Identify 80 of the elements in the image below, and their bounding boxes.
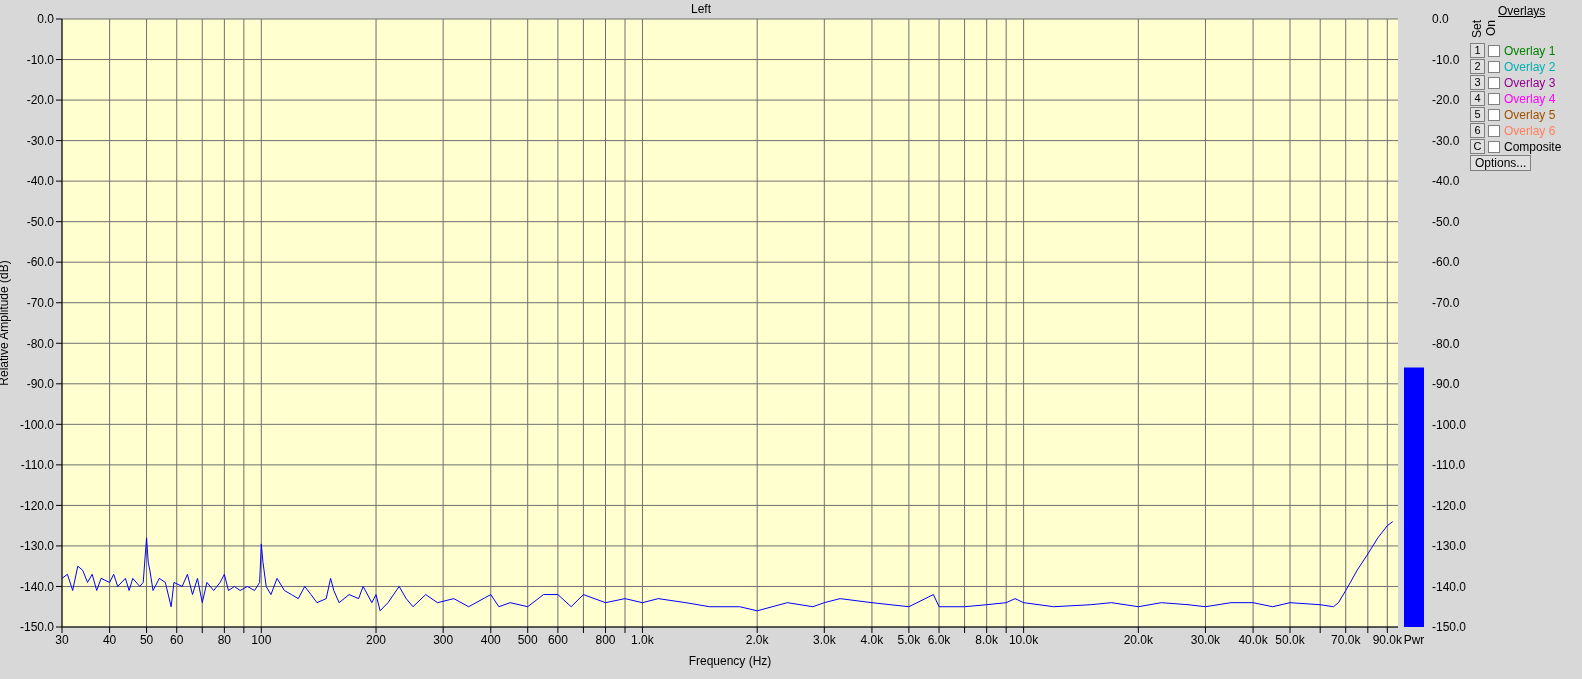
text: Overlay 3 [1504,75,1556,90]
y-tick-label: -40.0 [26,174,55,189]
x-tick-label: 100 [251,632,272,647]
y-tick-label: -50.0 [26,214,55,229]
x-tick-label: 5.0k [897,632,922,647]
text: 5 [1470,107,1485,122]
y-tick-label: -30.0 [26,133,55,148]
y-tick-label: -10.0 [26,52,55,67]
text: 4 [1470,91,1485,106]
x-tick-label: 40.0k [1238,632,1269,647]
x-tick-label: 50 [139,632,154,647]
x-tick-label: 200 [366,632,387,647]
x-tick-label: 30.0k [1190,632,1222,647]
x-tick-label: 400 [480,632,502,647]
y-tick-label: -90.0 [1432,377,1460,392]
y-tick-label: -110.0 [20,458,55,473]
y-tick-label: -130.0 [1432,539,1467,554]
text: C [1470,139,1485,154]
y-tick-label: -50.0 [1432,214,1460,229]
x-tick-label: 80 [217,632,232,647]
y-tick-label: -60.0 [1432,255,1460,270]
x-tick-label: 3.0k [812,632,837,647]
y-tick-label: -140.0 [19,579,55,594]
x-tick-label: 50.0k [1275,632,1306,647]
y-tick-label: -30.0 [1432,133,1460,148]
y-tick-label: 0.0 [1432,12,1450,27]
y-tick-label: -80.0 [26,336,55,351]
x-axis-title: Frequency (Hz) [688,654,772,668]
x-tick-label: 60 [170,632,184,647]
x-tick-label: 10.0k [1008,632,1040,647]
x-tick-label: 90.0k [1372,632,1403,647]
text: Overlay 1 [1504,43,1556,58]
y-tick-label: -80.0 [1432,336,1460,351]
y-tick-label: -40.0 [1432,174,1460,189]
x-tick-label: 500 [517,632,539,647]
y-tick-label: 0.0 [37,12,55,27]
y-tick-label: -150.0 [19,620,55,635]
text: Overlay 4 [1504,91,1556,106]
y-axis-title: Relative Amplitude (dB) [0,260,12,386]
x-tick-label: 300 [433,632,454,647]
x-tick-label: 800 [595,632,616,647]
y-tick-label: -10.0 [1432,52,1460,67]
x-tick-label: 8.0k [975,632,999,647]
x-tick-label: Pwr [1403,632,1425,647]
y-tick-label: -120.0 [19,498,55,513]
text: Overlays [1498,4,1546,18]
x-tick-label: 6.0k [927,632,952,647]
x-tick-label: 2.0k [745,632,770,647]
y-tick-label: -130.0 [19,539,55,554]
text: Options... [1470,155,1532,171]
x-tick-label: 70.0k [1331,632,1362,647]
y-tick-label: -60.0 [26,255,55,270]
text: Set [1470,20,1484,39]
y-tick-label: -150.0 [1432,620,1467,635]
x-tick-label: 1.0k [631,632,655,647]
y-tick-label: -70.0 [26,295,55,310]
text: Overlay 6 [1504,123,1556,138]
x-tick-label: 30 [55,632,69,647]
y-tick-label: -90.0 [26,377,55,392]
chart-title: Left [690,2,711,16]
y-tick-label: -20.0 [1432,93,1460,108]
y-tick-label: -70.0 [1432,295,1460,310]
y-tick-label: -100.0 [19,417,55,432]
text: Overlay 5 [1504,107,1556,122]
x-tick-label: 600 [547,632,569,647]
text: 1 [1470,43,1485,58]
text: 6 [1470,123,1485,138]
x-tick-label: 40 [102,632,117,647]
text: 2 [1470,59,1485,74]
x-tick-label: 4.0k [860,632,885,647]
x-tick-label: 20.0k [1123,632,1155,647]
text: Overlay 2 [1504,59,1556,74]
y-tick-label: -120.0 [1432,498,1467,513]
y-tick-label: -110.0 [1432,458,1466,473]
text: 3 [1470,75,1485,90]
y-tick-label: -100.0 [1432,417,1467,432]
y-tick-label: -140.0 [1432,579,1467,594]
text: On [1484,20,1498,37]
y-tick-label: -20.0 [26,93,55,108]
text: Composite [1504,139,1562,154]
